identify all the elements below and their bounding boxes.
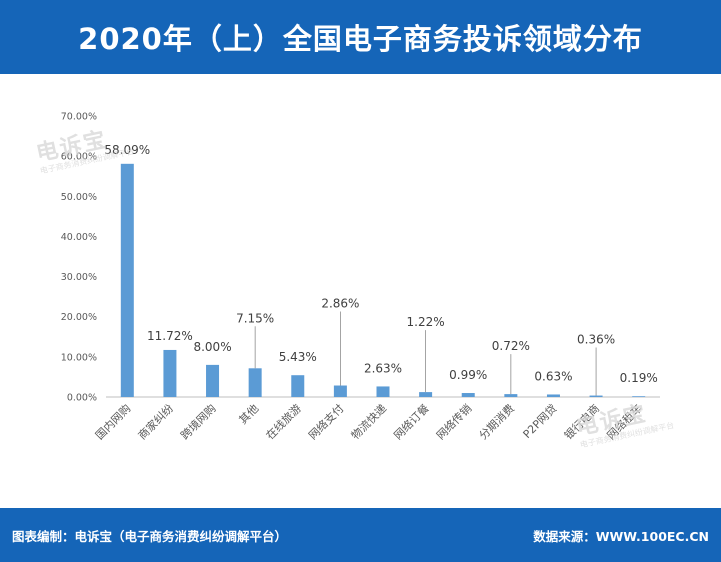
y-tick-label: 20.00%	[61, 312, 97, 323]
data-label: 8.00%	[193, 340, 231, 354]
category-label: 网络传销	[433, 401, 474, 442]
chart-title: 2020年（上）全国电子商务投诉领域分布	[78, 22, 643, 56]
data-label: 7.15%	[236, 311, 274, 325]
bar	[589, 395, 603, 397]
data-label: 2.86%	[321, 297, 359, 311]
y-tick-label: 10.00%	[61, 352, 97, 363]
chart-area: 电诉宝 电子商务消费纠纷调解平台 电诉宝 电子商务消费纠纷调解平台 0.00% 1…	[0, 74, 721, 508]
footer-banner: 图表编制：电诉宝（电子商务消费纠纷调解平台） 数据来源：WWW.100EC.CN	[0, 508, 721, 562]
y-tick-label: 50.00%	[61, 192, 97, 203]
bar	[504, 394, 518, 397]
category-label: 网络支付	[305, 401, 346, 442]
data-label: 11.72%	[147, 329, 193, 343]
category-label: 在线旅游	[263, 401, 304, 442]
bar	[376, 386, 390, 397]
bar	[461, 393, 475, 397]
data-label: 58.09%	[104, 143, 150, 157]
footer-source: 数据来源：WWW.100EC.CN	[533, 528, 709, 544]
category-label: 国内网购	[92, 401, 133, 442]
bar-chart: 0.00% 10.00% 20.00% 30.00% 40.00% 50.00% 60.00…	[61, 112, 660, 442]
category-label: 商家纠纷	[135, 401, 176, 442]
category-label: 分期消费	[476, 401, 517, 442]
footer-credit: 图表编制：电诉宝（电子商务消费纠纷调解平台）	[12, 528, 288, 544]
category-label: 网络订餐	[391, 401, 432, 442]
bar	[206, 364, 220, 397]
category-label: P2P网贷	[520, 401, 560, 441]
bar	[333, 385, 347, 397]
bar	[632, 396, 646, 397]
y-tick-label: 40.00%	[61, 232, 97, 243]
category-label: 其他	[237, 402, 262, 427]
bar	[163, 349, 177, 397]
title-banner: 2020年（上）全国电子商务投诉领域分布	[0, 0, 721, 74]
y-tick-label: 30.00%	[61, 272, 97, 283]
y-tick-label: 60.00%	[61, 152, 97, 163]
data-label: 0.36%	[577, 333, 615, 347]
category-label: 物流快递	[348, 401, 389, 442]
data-label: 0.63%	[534, 369, 572, 383]
data-label: 0.72%	[492, 339, 530, 353]
bar	[291, 375, 305, 397]
bar	[419, 392, 433, 397]
y-tick-label: 0.00%	[67, 393, 97, 404]
data-label: 2.63%	[364, 361, 402, 375]
data-label: 0.19%	[620, 371, 658, 385]
y-tick-label: 70.00%	[61, 112, 97, 123]
category-label: 跨境网购	[178, 401, 219, 442]
data-label: 0.99%	[449, 368, 487, 382]
bar	[248, 368, 262, 397]
bar	[120, 163, 134, 397]
data-label: 1.22%	[407, 315, 445, 329]
data-label: 5.43%	[279, 350, 317, 364]
bar	[546, 394, 560, 397]
